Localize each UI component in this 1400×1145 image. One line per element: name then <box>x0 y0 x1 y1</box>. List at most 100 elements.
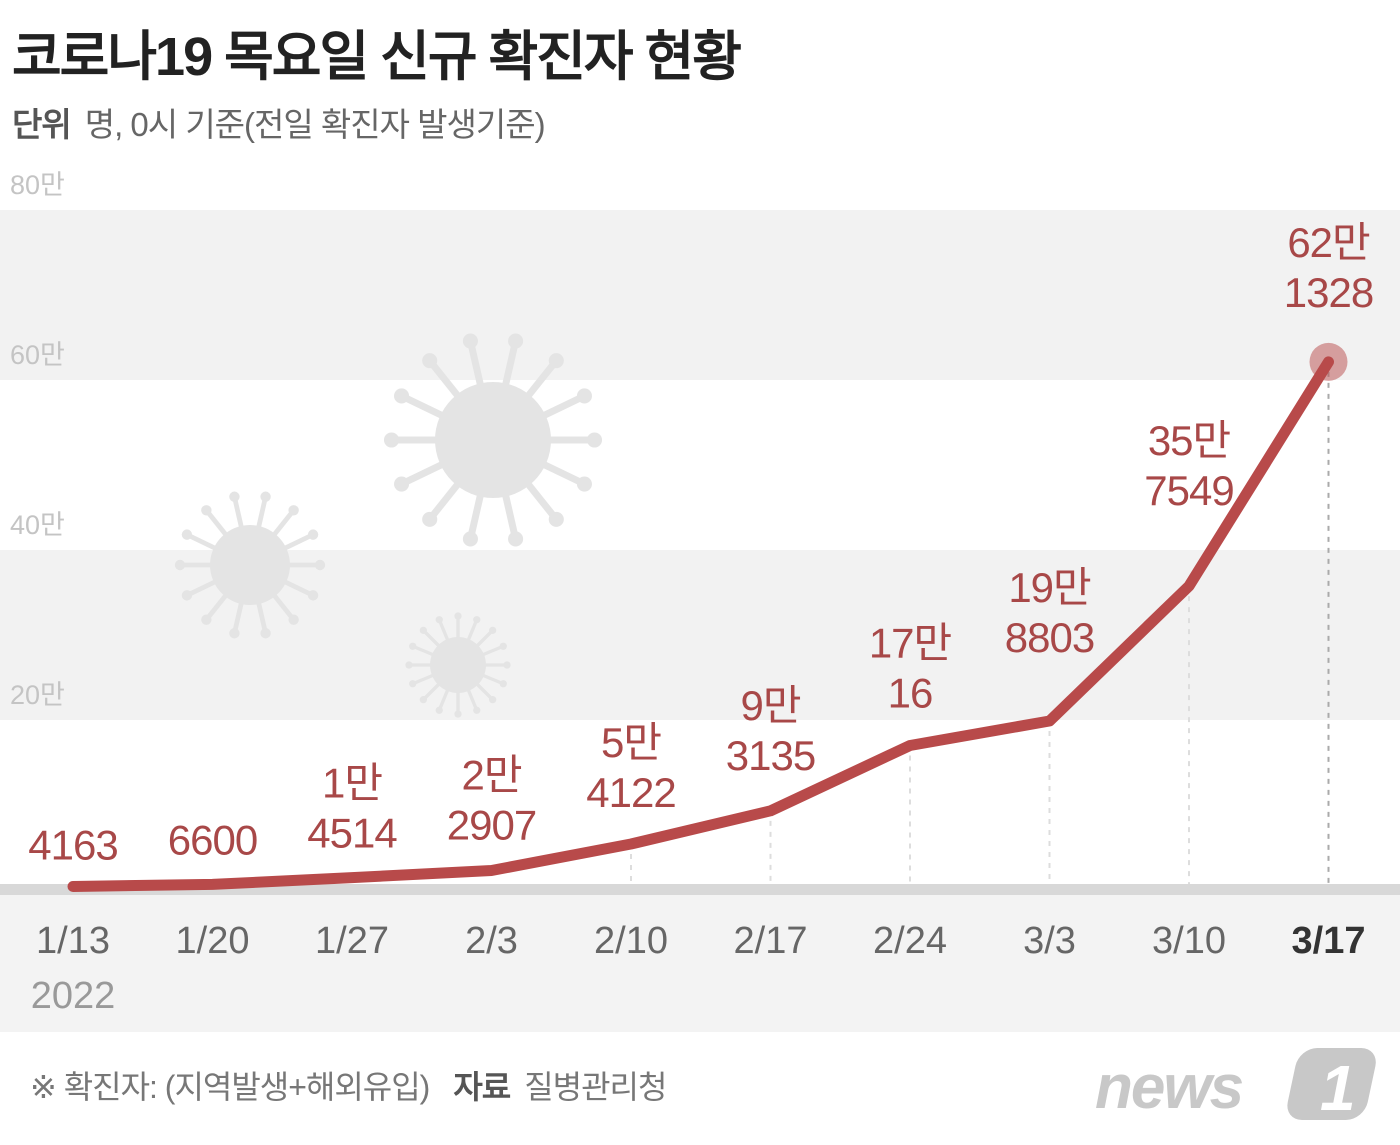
logo-text: news <box>1095 1053 1243 1122</box>
logo-box <box>1287 1048 1376 1120</box>
data-label: 35만 <box>1148 417 1231 464</box>
virus-spike-tip <box>419 696 427 704</box>
virus-spike-tip <box>462 531 478 547</box>
data-point <box>1187 584 1191 589</box>
data-point <box>350 875 354 880</box>
y-tick-label: 60만 <box>10 340 65 370</box>
data-point <box>1047 719 1052 724</box>
virus-spike-tip <box>174 559 186 571</box>
news1-logo: news 1 <box>1095 1048 1376 1124</box>
virus-spike-tip <box>548 511 564 527</box>
data-label: 16 <box>888 669 933 716</box>
virus-spike-tip <box>586 432 603 448</box>
data-point <box>768 808 773 813</box>
virus-spike-tip <box>260 491 271 502</box>
x-tick-label: 1/27 <box>315 920 389 962</box>
data-label: 3135 <box>726 732 815 779</box>
footer: ※ 확진자: (지역발생+해외유입) 자료 질병관리청 <box>30 1062 667 1108</box>
virus-spike-tip <box>307 590 319 601</box>
virus-body <box>435 382 551 498</box>
virus-spike-tip <box>181 529 193 540</box>
footnote: ※ 확진자: (지역발생+해외유입) <box>30 1069 430 1105</box>
x-tick-label: 2/10 <box>594 920 668 962</box>
virus-spike-tip <box>181 590 193 601</box>
x-tick-label: 3/10 <box>1152 920 1226 962</box>
virus-spike-tip <box>462 333 478 349</box>
highlight-point <box>1309 342 1348 381</box>
x-tick-label: 2/24 <box>873 920 947 962</box>
virus-spike-tip <box>489 626 497 634</box>
virus-spike-tip <box>499 680 507 688</box>
y-tick-label: 40만 <box>10 510 65 540</box>
data-label: 1328 <box>1284 269 1373 316</box>
virus-spike-tip <box>201 614 212 625</box>
data-label: 4122 <box>586 769 675 816</box>
data-label: 7549 <box>1144 467 1233 514</box>
virus-spike-tip <box>576 388 592 404</box>
x-tick-label: 1/13 <box>36 920 110 962</box>
virus-spike-tip <box>229 628 240 639</box>
virus-spike-tip <box>499 642 507 650</box>
data-point <box>908 743 912 748</box>
virus-spike-tip <box>260 628 271 639</box>
unit-label: 단위 <box>12 106 72 143</box>
virus-spike-tip <box>508 333 524 349</box>
virus-spike-tip <box>489 696 497 704</box>
x-tick-label: 1/20 <box>176 920 250 962</box>
virus-spike-tip <box>307 529 319 540</box>
source-label: 자료 <box>453 1069 511 1105</box>
data-label: 4514 <box>307 810 397 857</box>
virus-spike-tip <box>454 612 462 620</box>
source: 질병관리청 <box>524 1069 667 1105</box>
virus-spike-tip <box>422 353 438 369</box>
unit-text: 명, 0시 기준(전일 확진자 발생기준) <box>84 106 546 143</box>
virus-spike-tip <box>314 559 326 571</box>
x-tick-label: 3/17 <box>1292 920 1366 962</box>
virus-spike-tip <box>201 505 212 516</box>
virus-spike-tip <box>419 626 427 634</box>
virus-spike-tip <box>405 661 413 669</box>
data-label: 4163 <box>28 821 117 868</box>
data-label: 8803 <box>1005 614 1094 661</box>
data-point <box>489 868 494 873</box>
unit-subtitle: 단위 명, 0시 기준(전일 확진자 발생기준) <box>12 98 546 146</box>
virus-spike-tip <box>435 706 443 714</box>
x-tick-label: 2/3 <box>465 920 518 962</box>
virus-spike-tip <box>394 476 410 492</box>
virus-spike-tip <box>383 432 400 448</box>
data-label: 2만 <box>462 752 522 799</box>
grid-band <box>0 210 1400 380</box>
chart-title: 코로나19 목요일 신규 확진자 현황 <box>12 27 742 87</box>
series-line <box>67 356 1334 892</box>
virus-spike-tip <box>548 353 564 369</box>
data-label: 5만 <box>601 719 661 766</box>
logo-one: 1 <box>1320 1052 1356 1124</box>
virus-spike-tip <box>508 531 524 547</box>
virus-icon <box>383 333 603 547</box>
virus-spike-tip <box>503 661 511 669</box>
data-label: 6600 <box>168 816 257 863</box>
virus-spike-tip <box>473 616 481 624</box>
virus-spike-tip <box>473 706 481 714</box>
virus-spike-tip <box>409 680 417 688</box>
data-label: 1만 <box>322 760 382 807</box>
virus-spike-tip <box>435 616 443 624</box>
virus-icon <box>405 612 511 718</box>
year-label: 2022 <box>31 975 116 1017</box>
virus-icon <box>174 491 326 639</box>
virus-body <box>210 525 290 605</box>
y-tick-label: 20만 <box>10 680 65 710</box>
virus-spike-tip <box>288 614 299 625</box>
data-point <box>629 841 633 846</box>
virus-spike-tip <box>422 511 438 527</box>
data-label: 62만 <box>1287 219 1370 266</box>
data-label: 9만 <box>741 682 801 729</box>
virus-body <box>430 637 486 693</box>
data-point <box>71 884 75 889</box>
virus-spike-tip <box>576 476 592 492</box>
virus-spike-tip <box>454 710 462 718</box>
data-label: 17만 <box>869 619 952 666</box>
virus-spike-tip <box>409 642 417 650</box>
x-axis-line <box>0 884 1400 895</box>
